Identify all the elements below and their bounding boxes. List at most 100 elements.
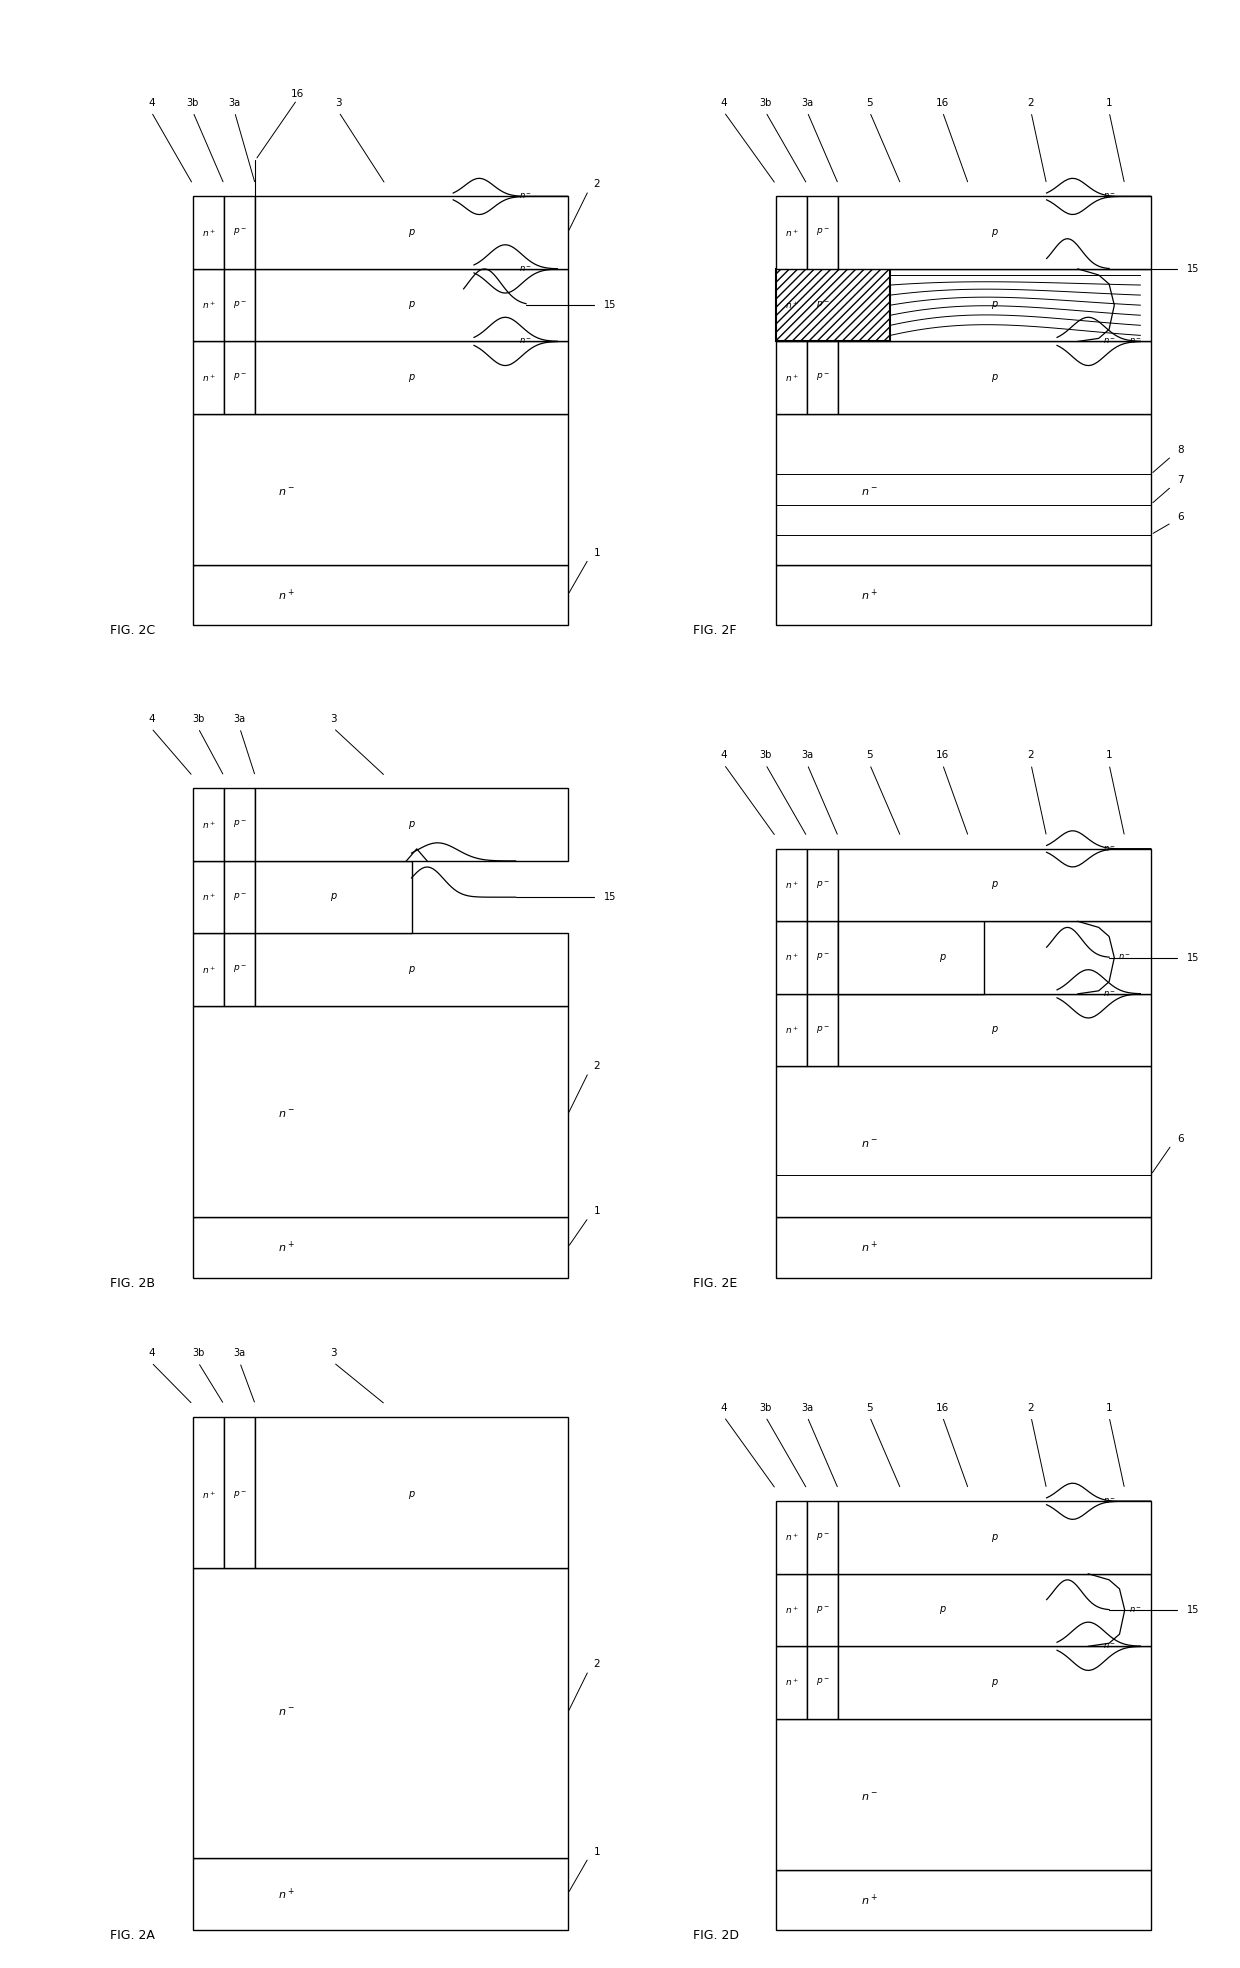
Text: $p$: $p$ [939,953,946,964]
Bar [255,933,568,1006]
Bar [807,921,838,994]
Bar [807,270,838,340]
Text: $n^-$: $n^-$ [1102,990,1116,998]
Text: $n^+$: $n^+$ [862,588,878,602]
Text: 3b: 3b [759,1403,771,1413]
Text: 4: 4 [720,750,727,760]
Bar [776,994,807,1067]
Text: FIG. 2D: FIG. 2D [693,1929,739,1942]
Text: $n^-$: $n^-$ [1128,1606,1142,1616]
Bar [776,1647,807,1718]
Bar [776,197,807,270]
Text: FIG. 2A: FIG. 2A [109,1929,155,1942]
Text: $p^-$: $p^-$ [816,1023,830,1035]
Text: $n^+$: $n^+$ [862,1240,878,1256]
Bar [193,860,224,933]
Text: 2: 2 [1028,1403,1034,1413]
Text: 4: 4 [720,1403,727,1413]
Text: 4: 4 [148,1348,155,1358]
Bar [838,1502,1151,1574]
Text: $p^-$: $p^-$ [233,372,247,384]
Bar [255,1417,568,1568]
Text: 2: 2 [594,1659,600,1669]
Text: $p^-$: $p^-$ [233,819,247,830]
Bar [224,270,255,340]
Bar [838,921,985,994]
Text: $n^+$: $n^+$ [202,1490,216,1502]
Bar [193,197,224,270]
Text: 15: 15 [1187,264,1199,274]
Bar [193,1417,224,1568]
Bar [255,340,568,413]
Text: 1: 1 [1106,1403,1112,1413]
Text: $n^-$: $n^-$ [1118,953,1131,962]
Bar [255,789,568,860]
Text: $n^-$: $n^-$ [1102,844,1116,854]
Text: $n^+$: $n^+$ [785,1023,799,1035]
Text: $p$: $p$ [408,819,415,830]
Bar [838,994,1151,1067]
Text: 3a: 3a [228,98,241,108]
Text: $n^-$: $n^-$ [862,1791,878,1803]
Bar [224,340,255,413]
Text: $n^-$: $n^-$ [862,1139,878,1151]
Text: $p$: $p$ [991,1531,998,1543]
Bar [776,1502,807,1574]
Text: $n^-$: $n^-$ [278,1110,295,1120]
Bar [193,789,224,860]
Bar [776,565,1151,626]
Bar [838,270,1151,340]
Text: $n^-$: $n^-$ [862,486,878,498]
Bar [838,1574,1151,1647]
Text: 2: 2 [594,1061,600,1071]
Text: 3b: 3b [192,1348,205,1358]
Bar [193,270,224,340]
Text: $p$: $p$ [991,226,998,238]
Bar [838,340,1151,413]
Bar [838,848,1151,921]
Text: $p^-$: $p^-$ [816,880,830,892]
Text: $n^-$: $n^-$ [1102,1496,1116,1506]
Text: $p$: $p$ [991,1677,998,1689]
Text: 3: 3 [330,1348,337,1358]
Bar [776,1718,1151,1870]
Bar [224,933,255,1006]
Text: FIG. 2F: FIG. 2F [693,624,737,638]
Bar [807,197,838,270]
Bar [838,1647,1151,1718]
Text: 3a: 3a [801,750,813,760]
Bar [776,1574,807,1647]
Text: $p^-$: $p^-$ [816,372,830,384]
Text: 1: 1 [594,547,600,557]
Text: $p^-$: $p^-$ [816,226,830,238]
Bar [193,1218,568,1277]
Bar [193,1858,568,1931]
Bar [776,1218,1151,1277]
Text: 1: 1 [1106,98,1112,108]
Text: FIG. 2B: FIG. 2B [109,1277,155,1289]
Bar [193,340,224,413]
Bar [776,413,1151,565]
Text: 1: 1 [594,1846,600,1856]
Bar [776,1067,1151,1218]
Bar [776,848,807,921]
Text: 6: 6 [1177,1134,1183,1143]
Text: 3b: 3b [759,98,771,108]
Text: 15: 15 [1187,1606,1199,1616]
Text: FIG. 2C: FIG. 2C [109,624,155,638]
Text: $n^+$: $n^+$ [785,1531,799,1543]
Text: $n^+$: $n^+$ [785,1604,799,1616]
Bar [193,565,568,626]
Text: $p^-$: $p^-$ [816,1677,830,1689]
Text: $p$: $p$ [991,372,998,384]
Text: 3: 3 [330,714,337,724]
Text: 16: 16 [936,1403,949,1413]
Bar [838,921,1151,994]
Bar [776,270,807,340]
Text: $n^+$: $n^+$ [862,1893,878,1907]
Text: 5: 5 [867,750,873,760]
Text: 3b: 3b [192,714,205,724]
Text: $n^-$: $n^-$ [1102,1641,1116,1651]
Text: $p$: $p$ [408,372,415,384]
Text: $n^+$: $n^+$ [202,372,216,384]
